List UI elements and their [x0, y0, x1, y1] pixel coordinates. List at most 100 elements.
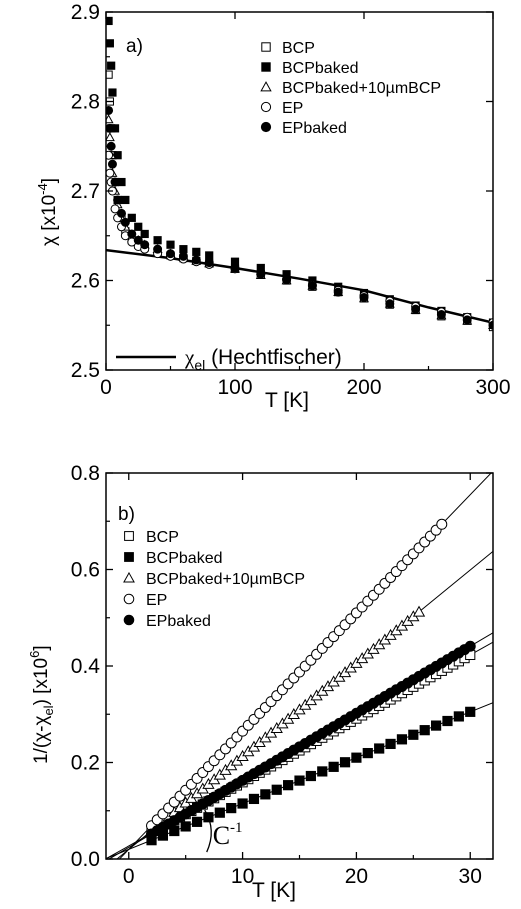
legend-marker — [260, 81, 272, 92]
legend-marker — [260, 101, 272, 113]
y-tick-label: 2.8 — [71, 91, 100, 114]
legend-label: EPbaked — [146, 613, 211, 630]
y-tick-label: 2.7 — [71, 180, 100, 203]
x-tick-label: 200 — [346, 376, 381, 399]
data-point — [127, 229, 137, 239]
data-point — [411, 304, 421, 314]
data-point — [237, 798, 248, 809]
data-point — [116, 208, 126, 218]
panel-b-xlabel: T [K] — [252, 879, 296, 902]
x-tick-label: 300 — [475, 376, 510, 399]
legend-label: EPbaked — [282, 120, 347, 137]
legend-entry: BCPbaked+10µmBCP — [260, 80, 441, 97]
panel-b-label: b) — [118, 504, 135, 525]
legend-entry: BCP — [261, 40, 315, 57]
legend-label: BCP — [282, 40, 315, 57]
legend-entry: EPbaked — [123, 613, 211, 630]
data-point — [396, 734, 408, 745]
data-point — [166, 240, 175, 249]
data-point — [204, 258, 214, 268]
panel-b-chart: 0 10 20 30 0.0 0.2 0.4 0.6 0.8 b) T [K] 1/(χ-χel… — [27, 462, 494, 902]
data-point — [191, 816, 203, 827]
y-tick-label: 2.5 — [71, 359, 100, 382]
panel-a-label: a) — [126, 36, 143, 57]
y-tick-label: 0.2 — [71, 752, 100, 775]
data-point — [317, 766, 328, 777]
data-point — [436, 310, 446, 320]
data-point — [106, 168, 115, 178]
data-point — [205, 251, 214, 260]
data-point — [120, 217, 130, 227]
legend-marker — [124, 552, 134, 562]
data-point — [374, 743, 385, 754]
panel-a-line-legend: χel (Hechtfischer) — [116, 345, 342, 373]
data-point — [108, 88, 117, 97]
data-point — [248, 793, 260, 805]
x-tick-label: 20 — [345, 865, 368, 888]
line-legend-label: χel (Hechtfischer) — [184, 345, 342, 373]
series-a-3 — [106, 150, 493, 328]
legend-label: BCPbaked — [146, 550, 223, 567]
data-point — [226, 802, 237, 814]
data-point — [453, 711, 464, 722]
data-point — [412, 605, 426, 617]
legend-entry: EPbaked — [260, 120, 347, 137]
data-point — [339, 757, 351, 768]
data-point — [442, 715, 453, 727]
hechtfischer-line — [106, 248, 493, 324]
legend-marker — [123, 614, 135, 626]
data-point — [351, 752, 362, 763]
y-tick-label: 2.6 — [71, 270, 100, 293]
legend-label: BCPbaked — [282, 60, 359, 77]
y-tick-label: 0.8 — [71, 462, 100, 485]
data-point — [465, 706, 476, 717]
x-tick-label: 10 — [231, 865, 254, 888]
data-point — [110, 177, 120, 187]
data-point — [488, 320, 493, 330]
legend-marker — [261, 62, 271, 72]
series-a-2 — [106, 114, 493, 330]
data-point — [106, 16, 113, 26]
legend-entry: EP — [260, 100, 303, 117]
panel-a-ylabel: χ [x10-4] — [35, 178, 60, 246]
data-point — [169, 825, 180, 837]
legend-entry: BCPbaked — [261, 60, 359, 77]
data-point — [333, 287, 343, 297]
legend-entry: BCPbaked+10µmBCP — [123, 571, 305, 588]
data-point — [113, 195, 123, 205]
data-point — [385, 299, 395, 309]
legend-label: EP — [282, 100, 303, 117]
legend-label: BCP — [146, 529, 179, 546]
data-point — [430, 720, 442, 731]
series-a-4 — [106, 105, 493, 330]
data-point — [106, 39, 114, 48]
data-point — [230, 263, 240, 273]
data-point — [106, 123, 115, 133]
panel-b-ylabel: 1/(χ-χel) [x106] — [27, 645, 56, 764]
x-tick-label: 30 — [459, 865, 482, 888]
data-point — [191, 255, 201, 265]
legend-marker — [123, 593, 135, 605]
data-point — [271, 784, 282, 795]
x-tick-label: 100 — [217, 376, 252, 399]
data-point — [106, 132, 115, 142]
data-point — [419, 725, 430, 736]
data-point — [260, 789, 271, 800]
data-point — [282, 275, 292, 285]
data-point — [180, 821, 191, 832]
legend-label: EP — [146, 592, 167, 609]
legend-entry: EP — [123, 592, 167, 609]
data-point — [362, 747, 373, 759]
legend-entry: BCPbaked — [124, 550, 223, 567]
data-point — [153, 244, 163, 254]
series-b-4 — [146, 640, 476, 840]
data-point — [256, 269, 266, 279]
data-point — [140, 240, 150, 250]
data-point — [307, 281, 317, 291]
legend-marker — [261, 42, 271, 52]
data-point — [436, 518, 448, 530]
data-point — [305, 770, 316, 782]
data-point — [408, 729, 419, 740]
annotation-label: C-1 — [213, 820, 243, 850]
